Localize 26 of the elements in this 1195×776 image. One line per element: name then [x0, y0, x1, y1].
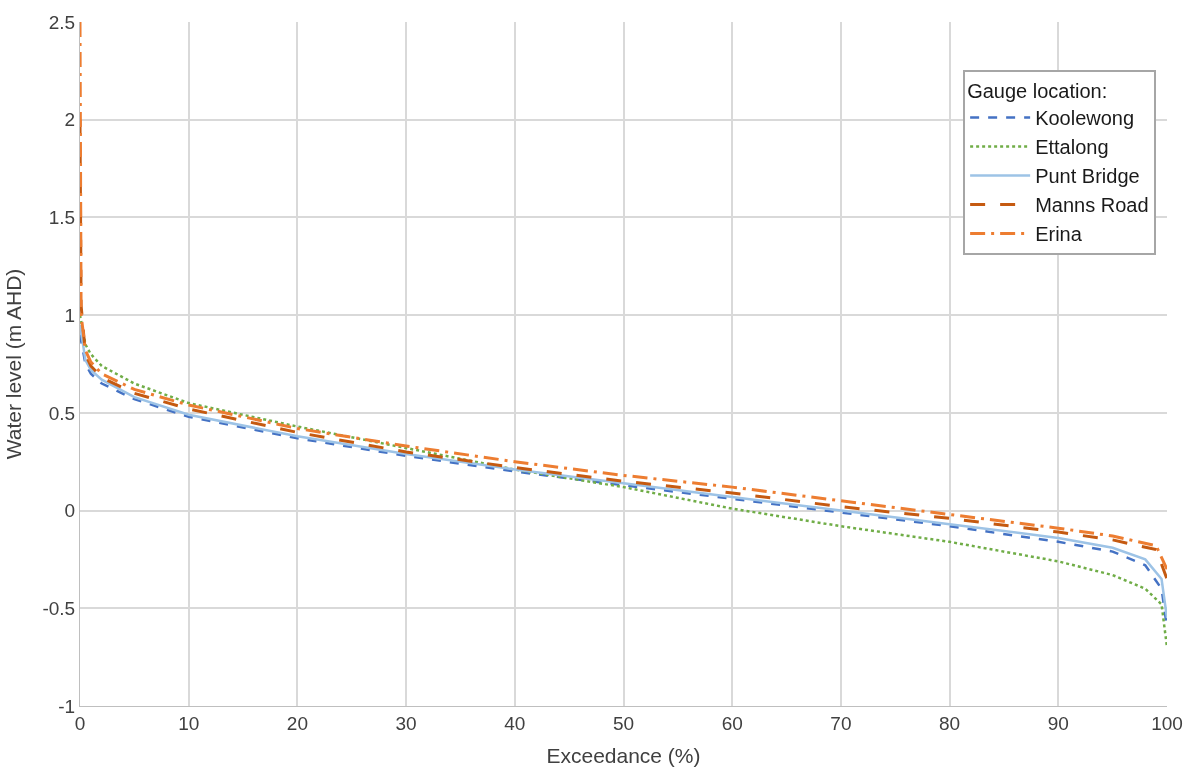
x-tick-label: 70 — [830, 712, 852, 734]
legend-label: Ettalong — [1035, 136, 1109, 159]
y-tick-label: 2.5 — [48, 11, 76, 33]
y-tick-label: 1.5 — [48, 207, 76, 229]
x-tick-label: 80 — [939, 712, 961, 734]
y-tick-label: 0.5 — [48, 402, 76, 424]
legend-label: Erina — [1035, 223, 1083, 246]
x-tick-label: 40 — [504, 712, 526, 734]
x-tick-label: 90 — [1047, 712, 1069, 734]
x-tick-label: 10 — [178, 712, 200, 734]
x-tick-label: 30 — [395, 712, 417, 734]
x-tick-label: 60 — [721, 712, 743, 734]
x-tick-label: 50 — [612, 712, 635, 734]
x-tick-label: 100 — [1151, 712, 1183, 734]
y-tick-label: -1 — [58, 695, 76, 717]
legend-label: Koolewong — [1035, 107, 1135, 130]
y-tick-label: -0.5 — [42, 597, 76, 619]
y-axis-title: Water level (m AHD) — [1, 268, 25, 460]
x-tick-label: 20 — [286, 712, 308, 734]
legend-title: Gauge location: — [967, 79, 1108, 102]
y-tick-label: 2 — [64, 109, 76, 131]
legend-label: Manns Road — [1035, 194, 1149, 217]
legend-label: Punt Bridge — [1035, 165, 1140, 188]
y-tick-label: 0 — [64, 500, 76, 522]
y-tick-label: 1 — [64, 304, 76, 326]
x-axis-title: Exceedance (%) — [546, 744, 701, 767]
